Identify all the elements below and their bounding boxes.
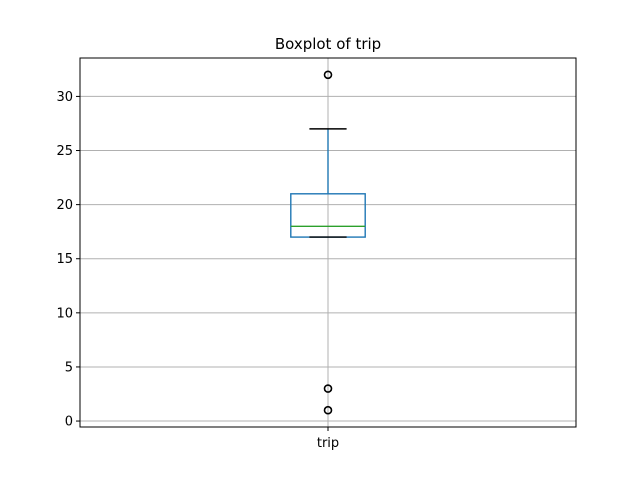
outlier-point (323, 70, 333, 80)
outlier-point (323, 405, 333, 415)
box-layer (290, 70, 366, 415)
grid-layer (80, 58, 576, 427)
outlier-point (323, 384, 333, 393)
y-tick-label: 25 (56, 144, 73, 159)
axis-layer: 0 5 10 15 20 25 30 trip (56, 90, 339, 451)
y-tick-label: 0 (65, 415, 73, 430)
x-tick-label: trip (317, 436, 339, 451)
y-tick-label: 30 (56, 90, 73, 105)
y-tick-label: 15 (56, 252, 73, 267)
y-tick-label: 20 (56, 198, 73, 213)
y-tick-label: 10 (56, 306, 73, 321)
chart-title: Boxplot of trip (275, 35, 381, 53)
y-tick-label: 5 (65, 360, 73, 375)
